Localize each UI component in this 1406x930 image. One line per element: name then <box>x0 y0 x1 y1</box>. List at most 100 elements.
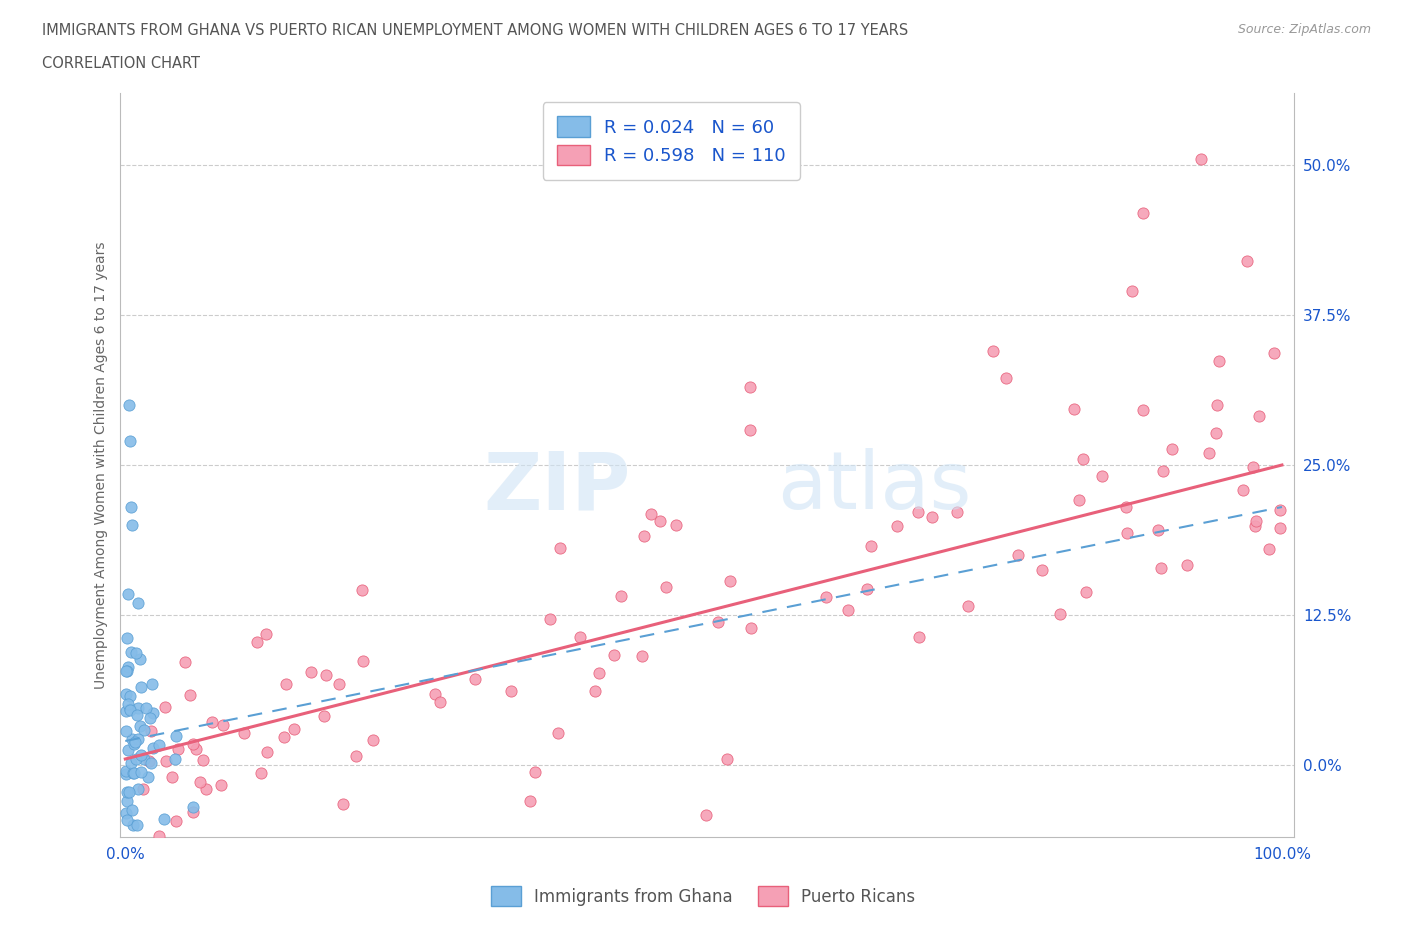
Point <box>115 703 138 718</box>
Point <box>139 711 162 725</box>
Point <box>569 630 592 644</box>
Point <box>423 686 446 701</box>
Text: CORRELATION CHART: CORRELATION CHART <box>42 56 200 71</box>
Point <box>538 612 561 627</box>
Point <box>129 764 152 779</box>
Point <box>254 627 277 642</box>
Point <box>118 701 141 716</box>
Point <box>1063 402 1085 417</box>
Point <box>588 665 610 680</box>
Point <box>128 651 150 666</box>
Point <box>186 741 208 756</box>
Point <box>1205 398 1227 413</box>
Point <box>1208 353 1230 368</box>
Point <box>125 817 148 832</box>
Point <box>117 659 139 674</box>
Point <box>1146 523 1168 538</box>
Point <box>1205 426 1227 441</box>
Point <box>1049 606 1071 621</box>
Point <box>548 541 571 556</box>
Point <box>695 807 717 822</box>
Point <box>146 836 169 851</box>
Point <box>117 587 139 602</box>
Point <box>995 371 1018 386</box>
Point <box>1161 442 1184 457</box>
Point <box>118 397 141 412</box>
Point <box>718 574 741 589</box>
Point <box>165 728 187 743</box>
Point <box>209 777 232 792</box>
Point <box>138 753 160 768</box>
Point <box>127 595 149 610</box>
Point <box>129 679 152 694</box>
Point <box>246 635 269 650</box>
Point <box>1189 152 1212 166</box>
Point <box>115 724 138 738</box>
Point <box>740 620 762 635</box>
Point <box>1244 519 1267 534</box>
Point <box>363 733 385 748</box>
Text: IMMIGRANTS FROM GHANA VS PUERTO RICAN UNEMPLOYMENT AMONG WOMEN WITH CHILDREN AGE: IMMIGRANTS FROM GHANA VS PUERTO RICAN UN… <box>42 23 908 38</box>
Point <box>139 756 162 771</box>
Point <box>120 702 142 717</box>
Point <box>139 724 162 738</box>
Point <box>1091 469 1114 484</box>
Point <box>129 719 152 734</box>
Point <box>312 709 335 724</box>
Point <box>1258 541 1281 556</box>
Point <box>127 781 149 796</box>
Point <box>1241 459 1264 474</box>
Point <box>631 649 654 664</box>
Point <box>118 785 141 800</box>
Point <box>1069 492 1091 507</box>
Point <box>136 769 159 784</box>
Point <box>499 684 522 698</box>
Text: atlas: atlas <box>778 448 972 526</box>
Point <box>716 751 738 766</box>
Point <box>127 732 149 747</box>
Point <box>120 499 142 514</box>
Point <box>115 766 138 781</box>
Point <box>125 645 148 660</box>
Point <box>148 737 170 752</box>
Point <box>115 785 138 800</box>
Point <box>665 518 688 533</box>
Point <box>706 615 728 630</box>
Point <box>946 504 969 519</box>
Point <box>122 766 145 781</box>
Point <box>191 753 214 768</box>
Point <box>124 735 146 750</box>
Point <box>173 655 195 670</box>
Point <box>134 723 156 737</box>
Point <box>1236 254 1258 269</box>
Point <box>603 647 626 662</box>
Point <box>121 518 143 533</box>
Point <box>129 748 152 763</box>
Point <box>120 644 142 659</box>
Point <box>124 737 146 751</box>
Point <box>921 510 943 525</box>
Point <box>142 706 165 721</box>
Point <box>353 653 375 668</box>
Point <box>201 714 224 729</box>
Point <box>121 765 143 780</box>
Point <box>583 684 606 698</box>
Point <box>153 812 176 827</box>
Point <box>117 664 139 679</box>
Point <box>211 717 233 732</box>
Point <box>118 688 141 703</box>
Point <box>1270 521 1292 536</box>
Point <box>1175 557 1198 572</box>
Point <box>166 742 188 757</box>
Point <box>907 504 929 519</box>
Point <box>256 745 278 760</box>
Point <box>837 602 859 617</box>
Point <box>195 781 218 796</box>
Point <box>115 812 138 827</box>
Point <box>1150 561 1173 576</box>
Point <box>1152 463 1174 478</box>
Point <box>117 743 139 758</box>
Point <box>115 805 138 820</box>
Point <box>859 538 882 553</box>
Point <box>299 665 322 680</box>
